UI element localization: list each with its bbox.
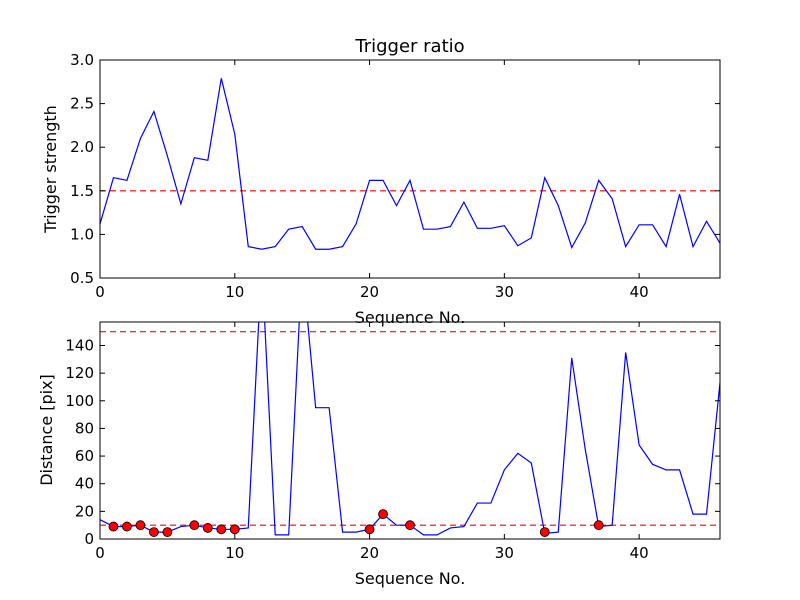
distance-axes-frame [99,321,721,540]
y-tick-label: 80 [75,419,94,437]
data-point-marker [162,527,173,537]
x-tick-label: 30 [495,544,514,562]
distance-x-axis-title: Sequence No. [355,569,466,588]
y-tick-label: 0.5 [70,269,94,287]
x-tick-label: 40 [630,283,649,301]
y-tick-label: 2.5 [70,95,94,113]
data-point-marker [378,509,388,520]
data-point-marker [122,521,132,532]
y-tick-label: 1.0 [70,225,94,243]
x-tick-label: 30 [495,283,514,301]
distance-y-axis-title: Distance [pix] [37,374,56,486]
y-tick-label: 140 [65,336,94,354]
y-tick-label: 100 [65,392,94,410]
y-tick-label: 40 [75,475,94,493]
x-tick-label: 20 [360,283,379,301]
x-tick-label: 20 [360,544,379,562]
trigger-plot-area [100,78,720,250]
data-point-marker [405,520,415,531]
trigger-y-axis-title: Trigger strength [41,105,60,234]
distance-ticks: 0 10 20 30 40 0 20 40 60 80 100 120 140 [65,322,720,562]
data-point-marker [216,524,227,535]
trigger-axes-frame [99,59,721,279]
x-tick-label: 10 [225,283,244,301]
data-point-marker [593,520,604,531]
y-tick-label: 2.0 [70,138,94,156]
y-tick-label: 20 [75,502,94,520]
x-tick-label: 0 [95,283,105,301]
x-tick-label: 10 [225,544,244,562]
x-tick-label: 40 [630,544,649,562]
data-point-marker [539,527,550,537]
y-tick-label: 3.0 [70,51,94,69]
data-point-marker [202,523,213,533]
data-point-marker [108,521,119,532]
y-tick-label: 1.5 [70,182,94,200]
data-point-marker [135,520,146,531]
trigger-chart: 0 10 20 30 40 0.5 1.0 1.5 2.0 2.5 3.0 Sequence No.… [41,51,721,327]
x-tick-label: 0 [95,544,105,562]
trigger-ticks: 0 10 20 30 40 0.5 1.0 1.5 2.0 2.5 3.0 [70,51,720,301]
trigger-x-axis-title: Sequence No. [355,308,466,327]
data-point-marker [149,527,159,537]
series-line-0 [100,78,720,250]
y-tick-label: 120 [65,364,94,382]
data-point-marker [189,520,200,531]
data-point-marker [364,524,375,535]
y-tick-label: 0 [84,530,94,548]
distance-chart: 0 10 20 30 40 0 20 40 60 80 100 120 140 Sequence No.… [37,321,721,588]
distance-plot-area [100,322,720,537]
y-tick-label: 60 [75,447,94,465]
data-point-marker [229,524,240,535]
chart-title: Trigger ratio [354,36,464,57]
